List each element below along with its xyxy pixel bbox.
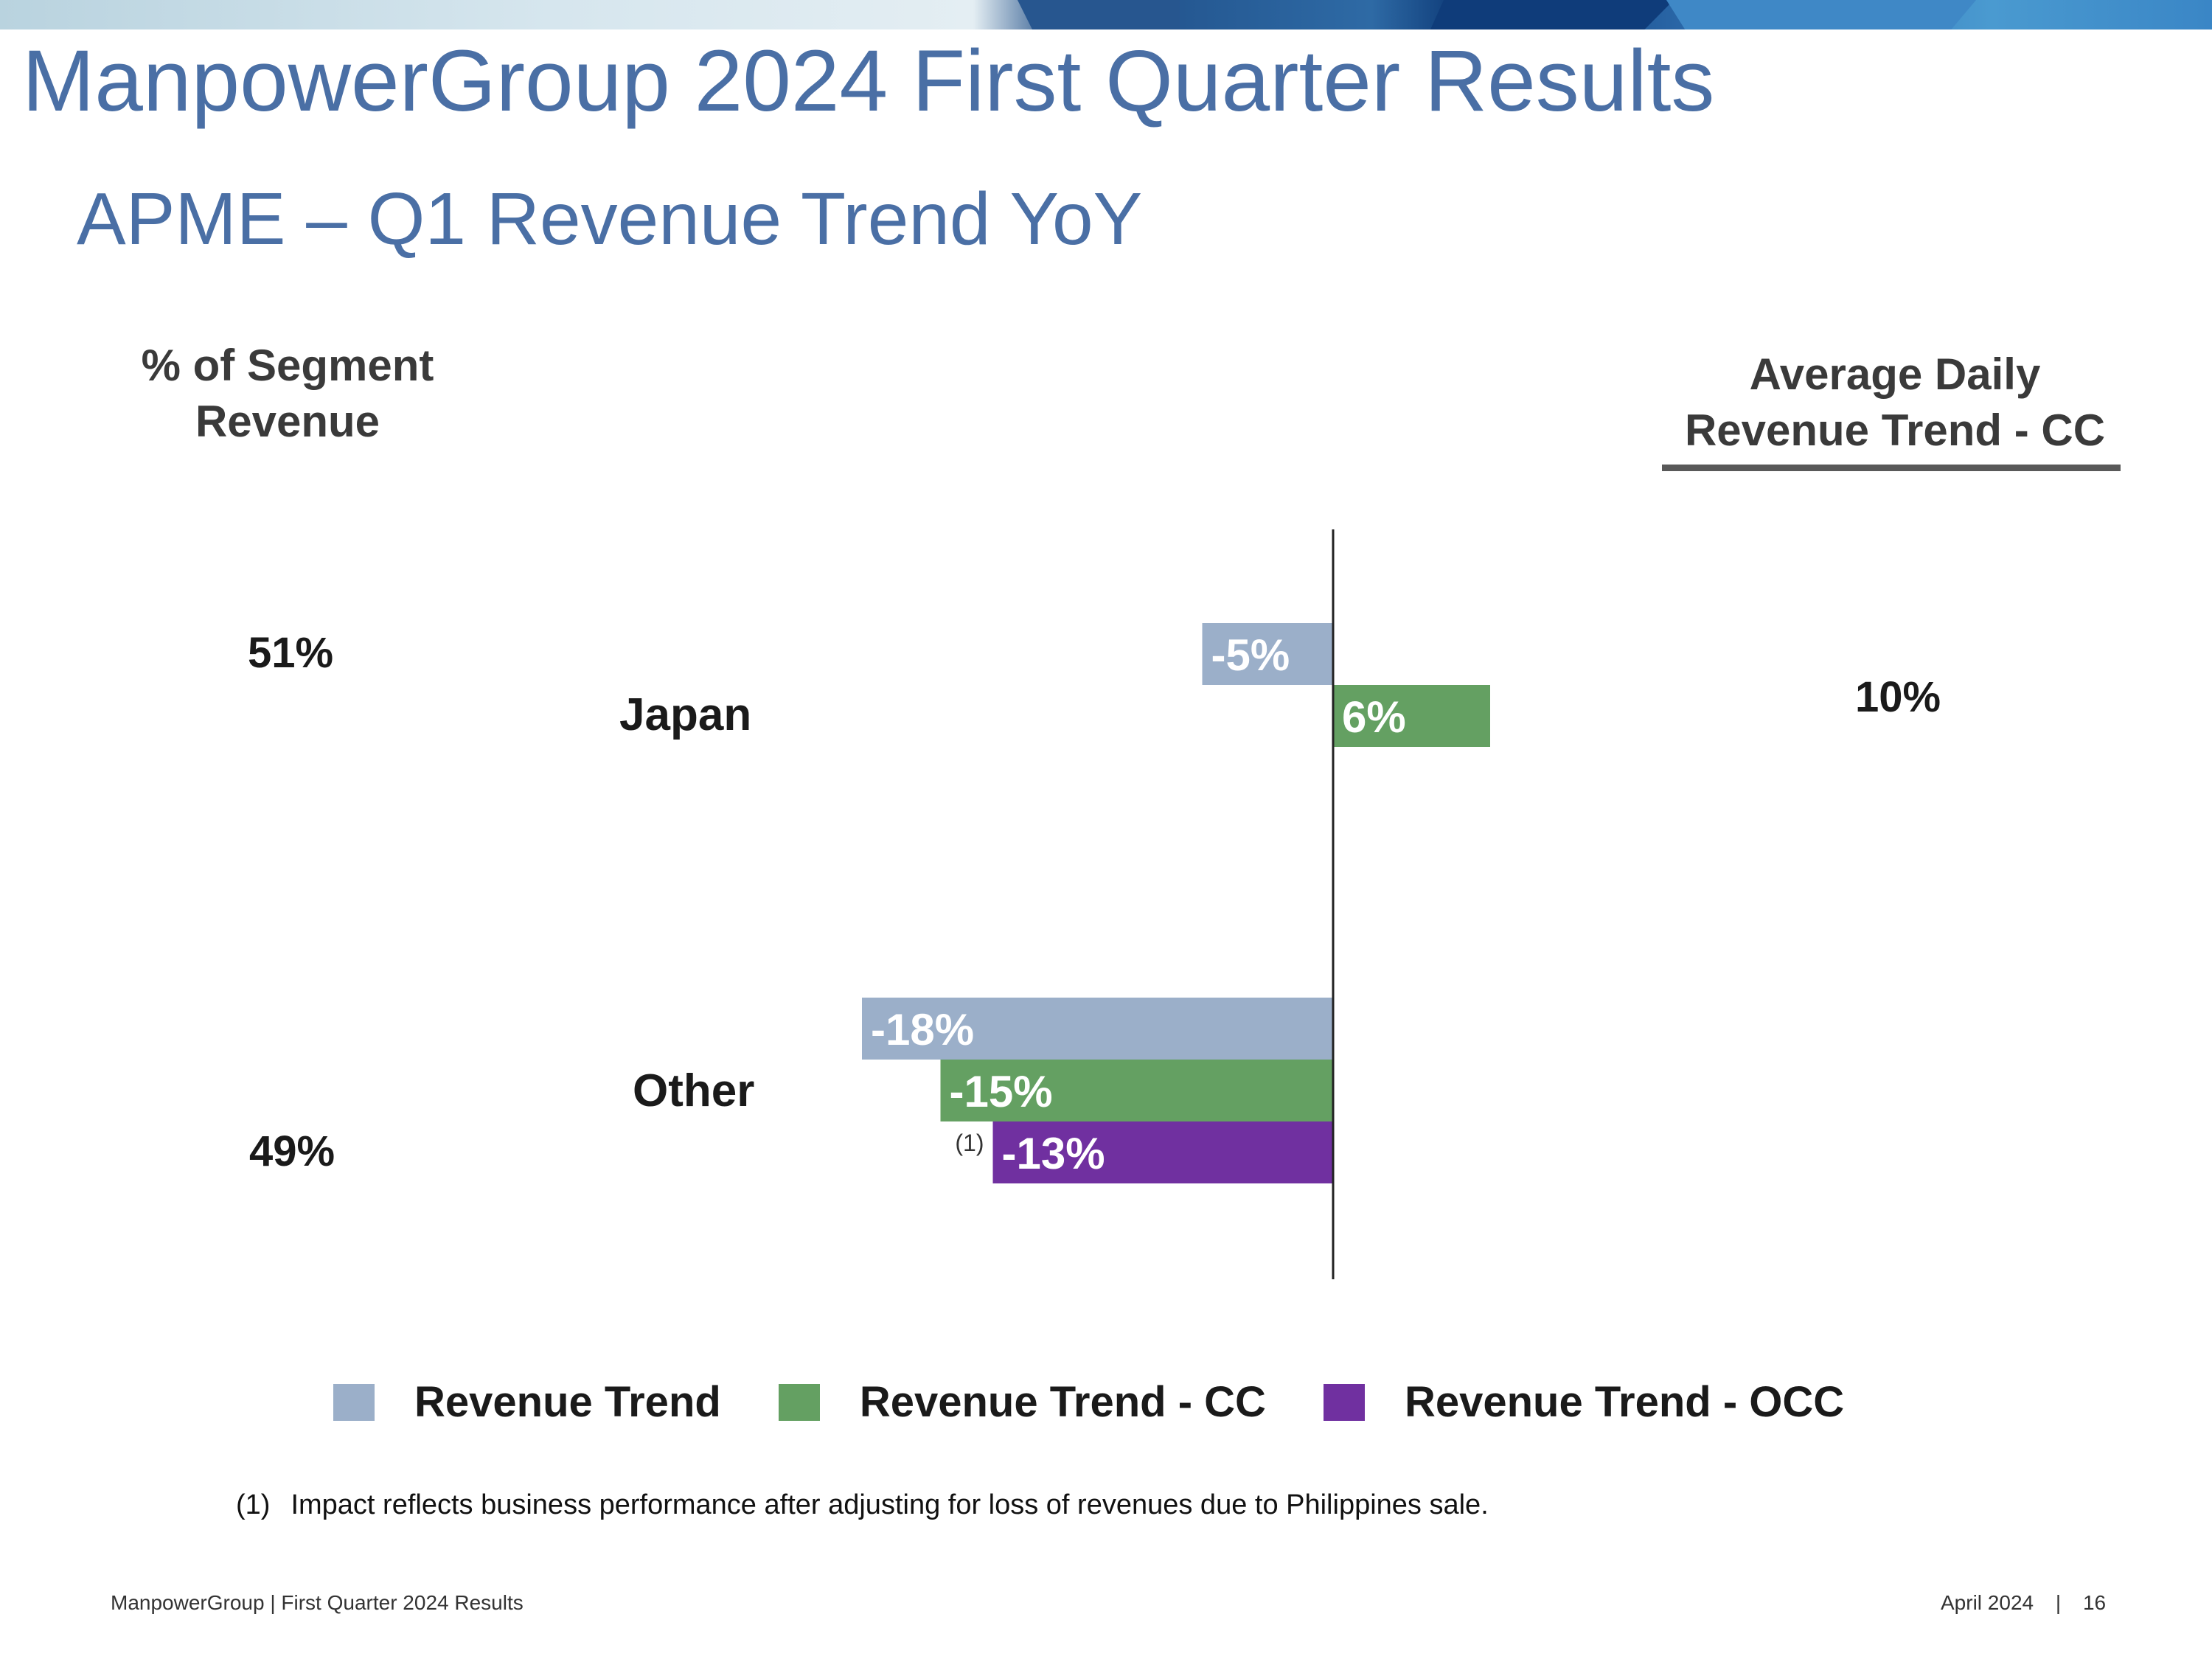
bar-japan-revenue-trend-cc-label: 6% <box>1342 692 1406 742</box>
category-label-japan: Japan <box>619 689 751 740</box>
footnote-text: Impact reflects business performance aft… <box>291 1489 1489 1520</box>
bar-other-revenue-trend-occ-label: -13% <box>1002 1129 1105 1178</box>
other-segment-share: 49% <box>249 1127 335 1175</box>
top-decorative-banner <box>0 0 2212 29</box>
bar-other-revenue-trend <box>862 998 1333 1060</box>
bar-other-revenue-trend-cc <box>940 1060 1333 1121</box>
japan-segment-share: 51% <box>248 629 334 677</box>
footer-page-number: 16 <box>2082 1591 2107 1614</box>
page-subtitle: APME – Q1 Revenue Trend YoY <box>77 178 1143 260</box>
legend-label-revenue-trend: Revenue Trend <box>414 1378 721 1426</box>
legend-swatch-revenue-trend <box>333 1383 375 1421</box>
legend-label-revenue-trend-occ: Revenue Trend - OCC <box>1404 1378 1845 1426</box>
footer-date: April 2024 <box>1941 1591 2034 1614</box>
bar-other-revenue-trend-label: -18% <box>871 1005 974 1054</box>
japan-daily-revenue-trend: 10% <box>1855 673 1941 721</box>
legend-item-revenue-trend: Revenue Trend <box>333 1377 721 1427</box>
category-label-other: Other <box>633 1065 754 1116</box>
heading-underline <box>1662 465 2121 471</box>
bar-japan-revenue-trend-cc <box>1333 685 1490 747</box>
footer-company: ManpowerGroup | First Quarter 2024 Resul… <box>111 1591 524 1614</box>
footer-separator: | <box>2055 1591 2062 1614</box>
segment-revenue-heading: % of Segment Revenue <box>141 341 434 446</box>
footnote: (1) Impact reflects business performance … <box>236 1489 1489 1521</box>
footer-date-page: April 2024 | 16 <box>1941 1591 2106 1615</box>
page-title: ManpowerGroup 2024 First Quarter Results <box>22 32 1715 130</box>
bar-other-revenue-trend-cc-label: -15% <box>950 1067 1053 1116</box>
bar-other-revenue-trend-occ-annotation: (1) <box>955 1130 984 1156</box>
chart-legend: Revenue Trend Revenue Trend - CC Revenue… <box>333 1377 1902 1427</box>
legend-label-revenue-trend-cc: Revenue Trend - CC <box>859 1378 1266 1426</box>
footnote-marker: (1) <box>236 1489 271 1520</box>
legend-swatch-revenue-trend-cc <box>778 1383 820 1421</box>
daily-revenue-heading: Average Daily Revenue Trend - CC <box>1684 349 2106 455</box>
bar-japan-revenue-trend-label: -5% <box>1211 630 1290 680</box>
legend-item-revenue-trend-cc: Revenue Trend - CC <box>778 1377 1266 1427</box>
legend-swatch-revenue-trend-occ <box>1323 1383 1365 1421</box>
bar-japan-revenue-trend <box>1202 623 1333 685</box>
bar-other-revenue-trend-occ <box>992 1121 1333 1183</box>
legend-item-revenue-trend-occ: Revenue Trend - OCC <box>1323 1377 1845 1427</box>
